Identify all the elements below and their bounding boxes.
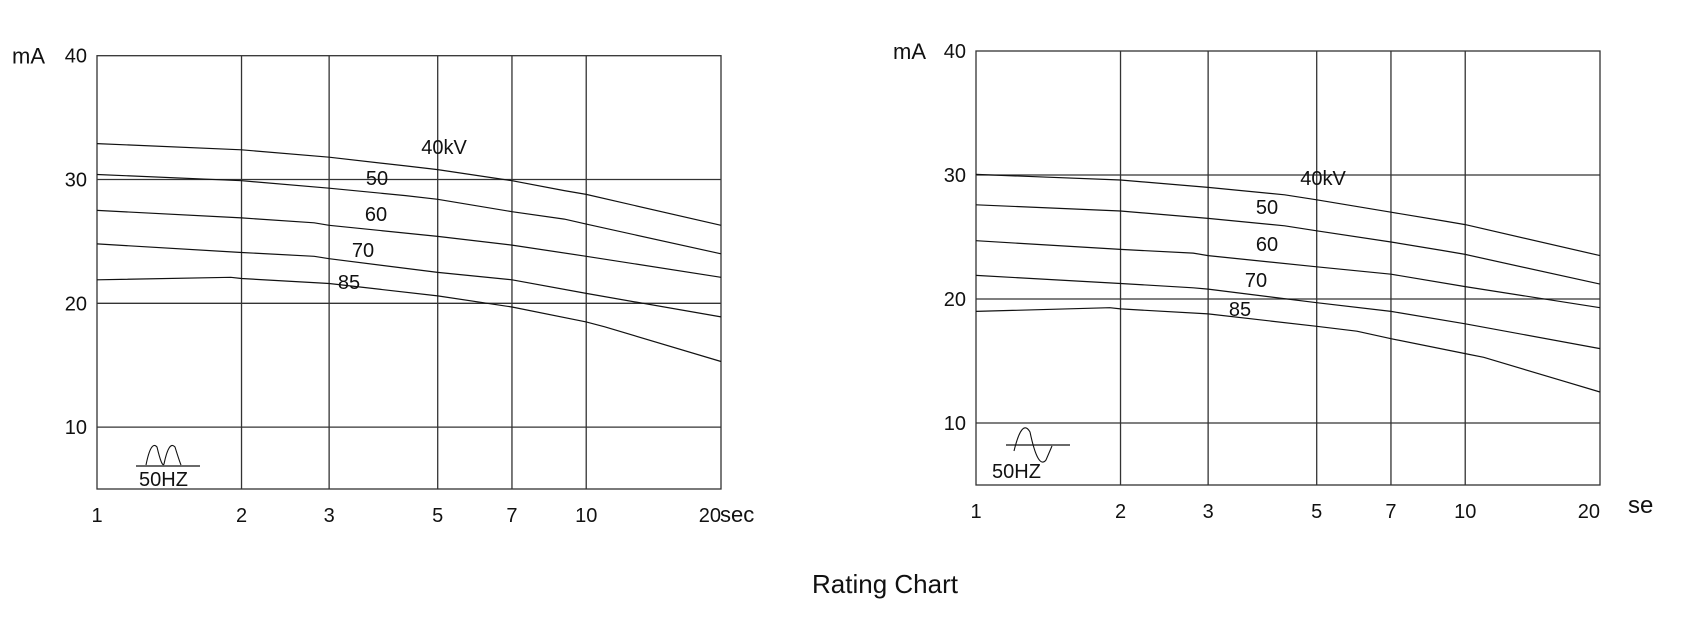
curve-60 xyxy=(96,209,722,278)
curve-60 xyxy=(975,240,1601,309)
figure-title: Rating Chart xyxy=(812,569,959,599)
x-tick-label: 7 xyxy=(506,505,517,527)
curve-label: 70 xyxy=(1245,270,1267,292)
curve-label: 85 xyxy=(1229,299,1251,321)
y-tick-label: 40 xyxy=(65,46,87,68)
curve-label: 60 xyxy=(1256,234,1278,256)
x-tick-label: 1 xyxy=(91,505,102,527)
x-tick-label: 1 xyxy=(970,501,981,523)
curve-label: 40kV xyxy=(1300,168,1346,190)
x-unit-label: se xyxy=(1628,492,1653,519)
curve-label: 70 xyxy=(352,240,374,262)
curve-70 xyxy=(96,243,722,318)
x-tick-label: 20 xyxy=(1578,501,1600,523)
x-tick-label: 7 xyxy=(1385,501,1396,523)
y-unit-label: mA xyxy=(12,44,45,69)
x-unit-label: sec xyxy=(720,502,754,527)
rectified-wave-icon xyxy=(145,444,182,466)
y-tick-label: 20 xyxy=(944,289,966,311)
y-tick-label: 30 xyxy=(944,165,966,187)
x-tick-label: 5 xyxy=(432,505,443,527)
chart-sine-wave: 1 2 3 5 7 10 20 se 10 20 30 40 mA 40kV 50 60 70 85 50HZ xyxy=(893,39,1653,523)
plot-frame xyxy=(975,50,1601,486)
x-tick-label: 3 xyxy=(324,505,335,527)
sine-wave-icon xyxy=(1013,427,1053,463)
curve-label: 50 xyxy=(366,168,388,190)
y-tick-label: 30 xyxy=(65,170,87,192)
x-tick-label: 10 xyxy=(575,505,597,527)
curve-85 xyxy=(975,307,1601,393)
curve-label: 40kV xyxy=(421,137,467,159)
curve-50 xyxy=(96,173,722,255)
curve-85 xyxy=(96,276,722,363)
x-tick-label: 5 xyxy=(1311,501,1322,523)
y-tick-label: 40 xyxy=(944,41,966,63)
x-tick-label: 10 xyxy=(1454,501,1476,523)
waveform-label: 50HZ xyxy=(139,469,188,491)
x-tick-label: 2 xyxy=(236,505,247,527)
y-tick-label: 10 xyxy=(944,413,966,435)
x-tick-label: 2 xyxy=(1115,501,1126,523)
curve-40kv xyxy=(975,173,1601,257)
y-tick-label: 10 xyxy=(65,417,87,439)
waveform-label: 50HZ xyxy=(992,461,1041,483)
curve-label: 85 xyxy=(338,272,360,294)
curve-label: 50 xyxy=(1256,197,1278,219)
curve-label: 60 xyxy=(365,204,387,226)
x-tick-label: 20 xyxy=(699,505,721,527)
plot-frame xyxy=(96,55,722,490)
curve-50 xyxy=(975,204,1601,285)
curve-70 xyxy=(975,274,1601,350)
y-unit-label: mA xyxy=(893,39,926,64)
y-tick-label: 20 xyxy=(65,293,87,315)
curve-40kv xyxy=(96,143,722,226)
x-tick-label: 3 xyxy=(1203,501,1214,523)
